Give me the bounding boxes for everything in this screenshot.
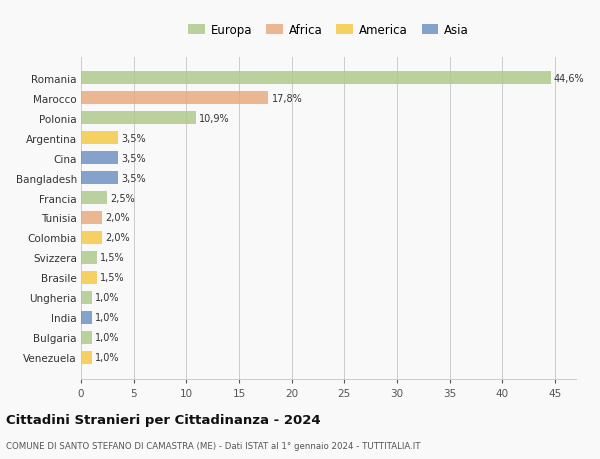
Bar bbox=[81, 351, 92, 364]
Text: 3,5%: 3,5% bbox=[121, 153, 146, 163]
Text: 2,0%: 2,0% bbox=[105, 213, 130, 223]
Legend: Europa, Africa, America, Asia: Europa, Africa, America, Asia bbox=[185, 22, 472, 39]
Bar bbox=[81, 112, 196, 125]
Text: 3,5%: 3,5% bbox=[121, 173, 146, 183]
Bar bbox=[81, 252, 97, 264]
Text: 10,9%: 10,9% bbox=[199, 113, 230, 123]
Text: 44,6%: 44,6% bbox=[554, 73, 584, 84]
Text: 17,8%: 17,8% bbox=[272, 94, 302, 103]
Text: 1,5%: 1,5% bbox=[100, 253, 125, 263]
Text: 1,0%: 1,0% bbox=[95, 293, 119, 303]
Bar bbox=[81, 72, 551, 85]
Bar bbox=[81, 191, 107, 205]
Bar bbox=[81, 92, 268, 105]
Text: 1,0%: 1,0% bbox=[95, 333, 119, 342]
Text: 3,5%: 3,5% bbox=[121, 133, 146, 143]
Bar bbox=[81, 271, 97, 284]
Text: Cittadini Stranieri per Cittadinanza - 2024: Cittadini Stranieri per Cittadinanza - 2… bbox=[6, 413, 320, 426]
Bar bbox=[81, 212, 102, 224]
Text: 2,5%: 2,5% bbox=[110, 193, 135, 203]
Text: 1,0%: 1,0% bbox=[95, 353, 119, 363]
Bar bbox=[81, 172, 118, 185]
Text: COMUNE DI SANTO STEFANO DI CAMASTRA (ME) - Dati ISTAT al 1° gennaio 2024 - TUTTI: COMUNE DI SANTO STEFANO DI CAMASTRA (ME)… bbox=[6, 441, 421, 450]
Bar bbox=[81, 231, 102, 245]
Text: 1,5%: 1,5% bbox=[100, 273, 125, 283]
Bar bbox=[81, 311, 92, 324]
Text: 2,0%: 2,0% bbox=[105, 233, 130, 243]
Bar bbox=[81, 132, 118, 145]
Text: 1,0%: 1,0% bbox=[95, 313, 119, 323]
Bar bbox=[81, 331, 92, 344]
Bar bbox=[81, 152, 118, 165]
Bar bbox=[81, 291, 92, 304]
